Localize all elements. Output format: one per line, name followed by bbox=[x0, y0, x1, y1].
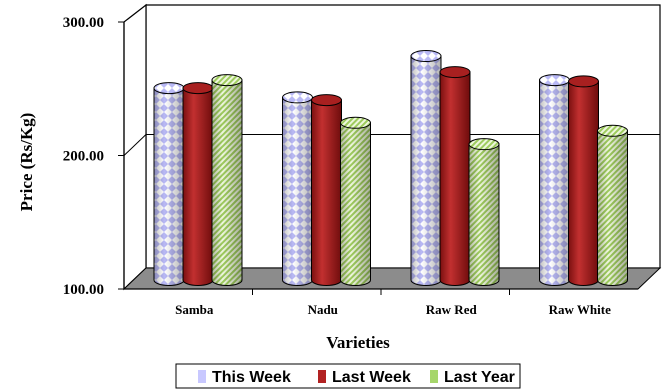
bar-top bbox=[311, 94, 342, 107]
bar-top bbox=[439, 66, 471, 79]
y-tick-label: 200.00 bbox=[63, 149, 104, 165]
legend: This Week Last Week Last Year bbox=[175, 363, 521, 389]
x-tick-label: Raw Red bbox=[426, 302, 478, 317]
y-tick-label: 100.00 bbox=[63, 282, 104, 298]
bar bbox=[539, 74, 570, 286]
bar-shading bbox=[469, 144, 499, 286]
bar-top bbox=[211, 74, 243, 87]
bar-top bbox=[182, 82, 214, 95]
bar bbox=[311, 94, 342, 286]
bar-body bbox=[182, 87, 214, 286]
x-axis: Samba Nadu Raw Red Raw White bbox=[124, 288, 638, 317]
bar-shading bbox=[340, 122, 371, 286]
bar-shading bbox=[411, 56, 441, 286]
bar bbox=[211, 74, 243, 286]
bar-shading bbox=[597, 130, 628, 286]
bar-body bbox=[439, 71, 471, 286]
x-tick-label: Nadu bbox=[308, 302, 338, 317]
bar bbox=[410, 50, 442, 286]
bar-top bbox=[597, 124, 628, 137]
x-tick-label: Raw White bbox=[549, 302, 611, 317]
bar-body bbox=[311, 99, 342, 286]
bar-shading bbox=[154, 88, 184, 286]
bar bbox=[597, 124, 628, 286]
bar-top bbox=[539, 74, 570, 87]
bar-shading bbox=[539, 80, 570, 286]
bar bbox=[468, 138, 500, 286]
y-axis: 100.00 200.00 300.00 bbox=[63, 15, 125, 298]
bar bbox=[340, 116, 371, 286]
legend-label: This Week bbox=[212, 369, 291, 386]
side-wall bbox=[123, 3, 147, 291]
x-axis-title: Varieties bbox=[326, 333, 390, 352]
bar bbox=[153, 82, 185, 286]
legend-swatch bbox=[198, 370, 206, 383]
bar-body bbox=[568, 80, 599, 286]
bar bbox=[568, 75, 599, 286]
bars bbox=[153, 50, 628, 286]
bar-top bbox=[153, 82, 185, 95]
legend-box bbox=[175, 363, 521, 389]
bar-shading bbox=[212, 80, 242, 286]
bar-top bbox=[340, 116, 371, 129]
bar-top bbox=[468, 138, 500, 151]
bar bbox=[182, 82, 214, 286]
legend-label: Last Year bbox=[444, 369, 515, 386]
gridline bbox=[123, 134, 147, 156]
legend-label: Last Week bbox=[332, 369, 411, 386]
y-axis-title: Price (Rs/Kg) bbox=[17, 113, 36, 212]
bar-top bbox=[568, 75, 599, 88]
bar-top bbox=[410, 50, 442, 63]
bar bbox=[439, 66, 471, 286]
legend-swatch bbox=[430, 370, 438, 383]
bar-shading bbox=[282, 97, 313, 286]
y-tick-label: 300.00 bbox=[63, 15, 104, 31]
bar-top bbox=[282, 91, 313, 104]
legend-swatch bbox=[318, 370, 326, 383]
bar bbox=[282, 91, 313, 286]
x-tick-label: Samba bbox=[175, 302, 214, 317]
